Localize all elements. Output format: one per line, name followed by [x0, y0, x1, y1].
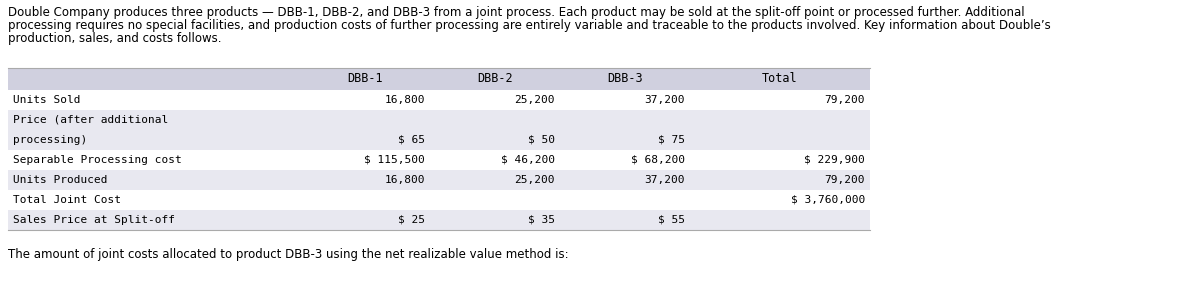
Text: Units Produced: Units Produced	[13, 175, 108, 185]
Bar	[8, 90, 870, 110]
Text: $ 50: $ 50	[528, 135, 554, 145]
Text: $ 65: $ 65	[398, 135, 425, 145]
Text: Sales Price at Split-off: Sales Price at Split-off	[13, 215, 175, 225]
Text: processing requires no special facilities, and production costs of further proce: processing requires no special facilitie…	[8, 19, 1051, 32]
Text: The amount of joint costs allocated to product DBB-3 using the net realizable va: The amount of joint costs allocated to p…	[8, 248, 569, 261]
Bar	[8, 68, 870, 90]
Text: $ 25: $ 25	[398, 215, 425, 225]
Text: Double Company produces three products — DBB-1, DBB-2, and DBB-3 from a joint pr: Double Company produces three products —…	[8, 6, 1025, 19]
Text: $ 55: $ 55	[658, 215, 685, 225]
Text: 25,200: 25,200	[515, 175, 554, 185]
Text: DBB-2: DBB-2	[478, 72, 512, 85]
Text: 25,200: 25,200	[515, 95, 554, 105]
Text: $ 68,200: $ 68,200	[631, 155, 685, 165]
Text: processing): processing)	[13, 135, 88, 145]
Bar	[8, 130, 870, 150]
Text: Price (after additional: Price (after additional	[13, 115, 168, 125]
Text: Units Sold: Units Sold	[13, 95, 80, 105]
Text: 16,800: 16,800	[384, 95, 425, 105]
Text: $ 229,900: $ 229,900	[804, 155, 865, 165]
Text: 16,800: 16,800	[384, 175, 425, 185]
Bar	[8, 170, 870, 190]
Text: 37,200: 37,200	[644, 175, 685, 185]
Text: DBB-1: DBB-1	[347, 72, 383, 85]
Text: Separable Processing cost: Separable Processing cost	[13, 155, 181, 165]
Text: production, sales, and costs follows.: production, sales, and costs follows.	[8, 32, 222, 45]
Text: $ 35: $ 35	[528, 215, 554, 225]
Text: $ 46,200: $ 46,200	[502, 155, 554, 165]
Text: 79,200: 79,200	[824, 95, 865, 105]
Text: Total: Total	[762, 72, 798, 85]
Text: 79,200: 79,200	[824, 175, 865, 185]
Bar	[8, 210, 870, 230]
Bar	[8, 190, 870, 210]
Text: Total Joint Cost: Total Joint Cost	[13, 195, 121, 205]
Text: 37,200: 37,200	[644, 95, 685, 105]
Text: DBB-3: DBB-3	[607, 72, 643, 85]
Bar	[8, 110, 870, 130]
Text: $ 115,500: $ 115,500	[365, 155, 425, 165]
Text: $ 75: $ 75	[658, 135, 685, 145]
Bar	[8, 150, 870, 170]
Text: $ 3,760,000: $ 3,760,000	[791, 195, 865, 205]
